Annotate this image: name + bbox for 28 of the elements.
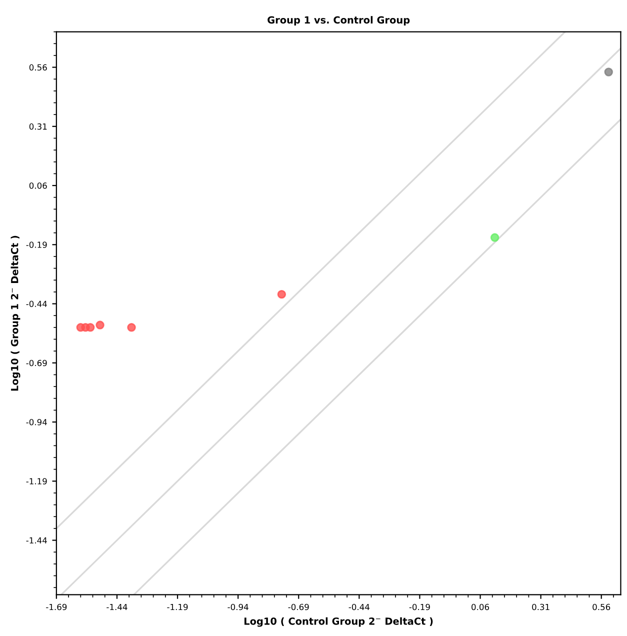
x-tick-label: 0.56 [592,604,610,610]
y-tick-label: 0.31 [29,123,47,130]
y-tick-label: -0.94 [26,419,47,426]
x-tick-label: -1.69 [46,604,67,610]
point [96,320,104,330]
y-tick-label: -0.19 [26,242,47,248]
x-tick-label: -1.44 [106,604,128,610]
x-tick-label: -1.19 [167,604,188,610]
point [127,323,136,332]
x-tick-label: -0.19 [409,604,430,610]
x-tick-label: -0.69 [288,604,309,610]
x-tick-label: -0.94 [228,604,248,610]
x-tick-label: 0.31 [532,604,550,610]
y-tick-label: -0.44 [26,300,47,308]
y-axis-title: Log10 ( Group 1 2$^{−}$ DeltaCt ) [10,236,20,391]
point [86,323,95,332]
point [277,290,286,299]
y-tick-label: -1.19 [26,478,47,484]
y-tick-label: 0.56 [29,64,47,71]
y-tick-label: 0.06 [29,182,47,189]
x-axis-title: Log10 ( Control Group 2$^{−}$ DeltaCt ) [244,617,433,627]
x-tick-label: 0.06 [472,604,490,610]
y-tick-label: -0.69 [26,360,47,366]
y-tick-label: -1.44 [26,537,47,544]
chart-title: Group 1 vs. Control Group [268,16,410,26]
point [490,233,500,242]
point [604,68,613,76]
x-tick-label: -0.44 [348,604,370,610]
